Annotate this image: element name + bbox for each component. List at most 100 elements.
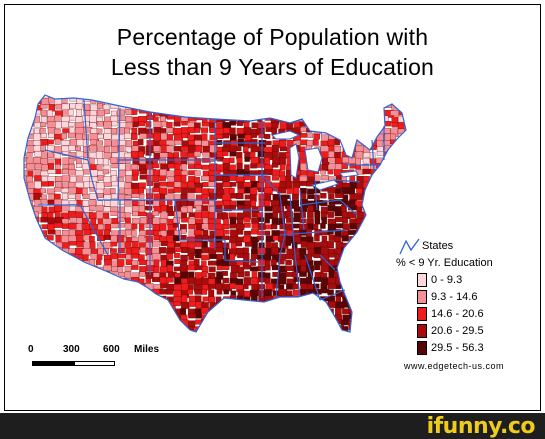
county-cell bbox=[320, 246, 329, 255]
county-cell bbox=[145, 313, 153, 321]
county-cell bbox=[376, 331, 385, 332]
county-cell bbox=[34, 294, 41, 303]
county-cell bbox=[349, 278, 355, 284]
county-cell bbox=[342, 110, 352, 118]
county-cell bbox=[180, 228, 187, 234]
county-cell bbox=[201, 288, 208, 295]
legend-swatch bbox=[417, 307, 427, 321]
county-cell bbox=[180, 174, 187, 183]
county-cell bbox=[292, 301, 302, 308]
county-cell bbox=[313, 260, 323, 266]
county-cell bbox=[83, 283, 93, 290]
county-cell bbox=[342, 98, 350, 105]
county-cell bbox=[314, 326, 322, 332]
county-cell bbox=[377, 248, 386, 257]
county-cell bbox=[207, 212, 216, 219]
county-cell bbox=[82, 95, 92, 97]
county-cell bbox=[181, 170, 188, 176]
county-cell bbox=[151, 319, 161, 325]
county-cell bbox=[349, 116, 358, 124]
county-cell bbox=[53, 325, 61, 331]
county-cell bbox=[62, 260, 70, 266]
county-cell bbox=[313, 331, 320, 332]
county-cell bbox=[194, 187, 202, 193]
county-cell bbox=[334, 223, 344, 229]
county-cell bbox=[257, 236, 264, 241]
county-cell bbox=[272, 205, 279, 214]
county-cell bbox=[298, 104, 308, 110]
county-cell bbox=[188, 253, 195, 260]
county-cell bbox=[264, 140, 272, 146]
county-cell bbox=[391, 170, 399, 177]
county-cell bbox=[82, 326, 89, 332]
county-cell bbox=[403, 176, 406, 185]
county-cell bbox=[307, 211, 314, 219]
county-cell bbox=[24, 205, 28, 214]
county-cell bbox=[314, 234, 320, 242]
county-cell bbox=[369, 284, 378, 290]
county-cell bbox=[174, 211, 182, 219]
county-cell bbox=[229, 253, 236, 261]
county-cell bbox=[24, 271, 28, 277]
county-cell bbox=[181, 187, 188, 195]
county-cell bbox=[341, 204, 347, 213]
county-cell bbox=[362, 240, 369, 247]
county-cell bbox=[264, 133, 271, 139]
county-cell bbox=[362, 265, 373, 272]
county-cell bbox=[398, 333, 405, 340]
county-cell bbox=[166, 139, 176, 146]
county-cell bbox=[89, 110, 97, 117]
county-cell bbox=[285, 272, 293, 277]
county-cell bbox=[166, 104, 174, 113]
county-cell bbox=[34, 181, 42, 189]
county-cell bbox=[314, 110, 323, 115]
county-cell bbox=[68, 95, 78, 99]
county-cell bbox=[81, 307, 89, 315]
county-cell bbox=[398, 95, 406, 100]
county-cell bbox=[188, 218, 196, 225]
county-cell bbox=[264, 333, 271, 338]
county-cell bbox=[340, 127, 349, 133]
legend-item-label: 14.6 - 20.6 bbox=[431, 308, 484, 320]
county-cell bbox=[369, 230, 378, 237]
county-cell bbox=[257, 331, 267, 332]
county-cell bbox=[40, 308, 50, 315]
county-cell bbox=[201, 175, 210, 181]
county-cell bbox=[33, 193, 41, 200]
county-cell bbox=[370, 128, 376, 134]
scale-segment-empty bbox=[74, 361, 115, 366]
county-cell bbox=[222, 224, 230, 230]
county-cell bbox=[383, 206, 389, 213]
county-cell bbox=[24, 314, 29, 319]
county-cell bbox=[271, 217, 279, 225]
county-cell bbox=[341, 260, 350, 265]
county-cell bbox=[369, 211, 376, 220]
county-cell bbox=[82, 254, 89, 262]
county-cell bbox=[153, 325, 163, 330]
county-cell bbox=[383, 277, 391, 285]
county-cell bbox=[41, 151, 48, 160]
county-cell bbox=[97, 294, 104, 302]
county-cell bbox=[286, 313, 296, 322]
county-cell bbox=[47, 277, 55, 283]
county-cell bbox=[24, 194, 28, 200]
county-cell bbox=[159, 300, 167, 306]
county-cell bbox=[26, 163, 36, 171]
county-cell bbox=[222, 102, 228, 109]
county-cell bbox=[376, 108, 382, 117]
county-cell bbox=[334, 121, 343, 130]
county-cell bbox=[370, 277, 377, 284]
county-cell bbox=[244, 290, 251, 298]
legend-item: 9.3 - 14.6 bbox=[417, 290, 537, 306]
county-cell bbox=[355, 122, 364, 128]
county-cell bbox=[32, 157, 41, 164]
county-cell bbox=[193, 176, 200, 184]
county-cell bbox=[243, 319, 252, 329]
county-cell bbox=[48, 259, 55, 266]
county-cell bbox=[174, 247, 181, 253]
county-cell bbox=[223, 319, 232, 328]
county-cell bbox=[307, 188, 315, 195]
county-cell bbox=[62, 308, 69, 315]
county-cell bbox=[47, 312, 56, 318]
county-cell bbox=[286, 98, 293, 104]
